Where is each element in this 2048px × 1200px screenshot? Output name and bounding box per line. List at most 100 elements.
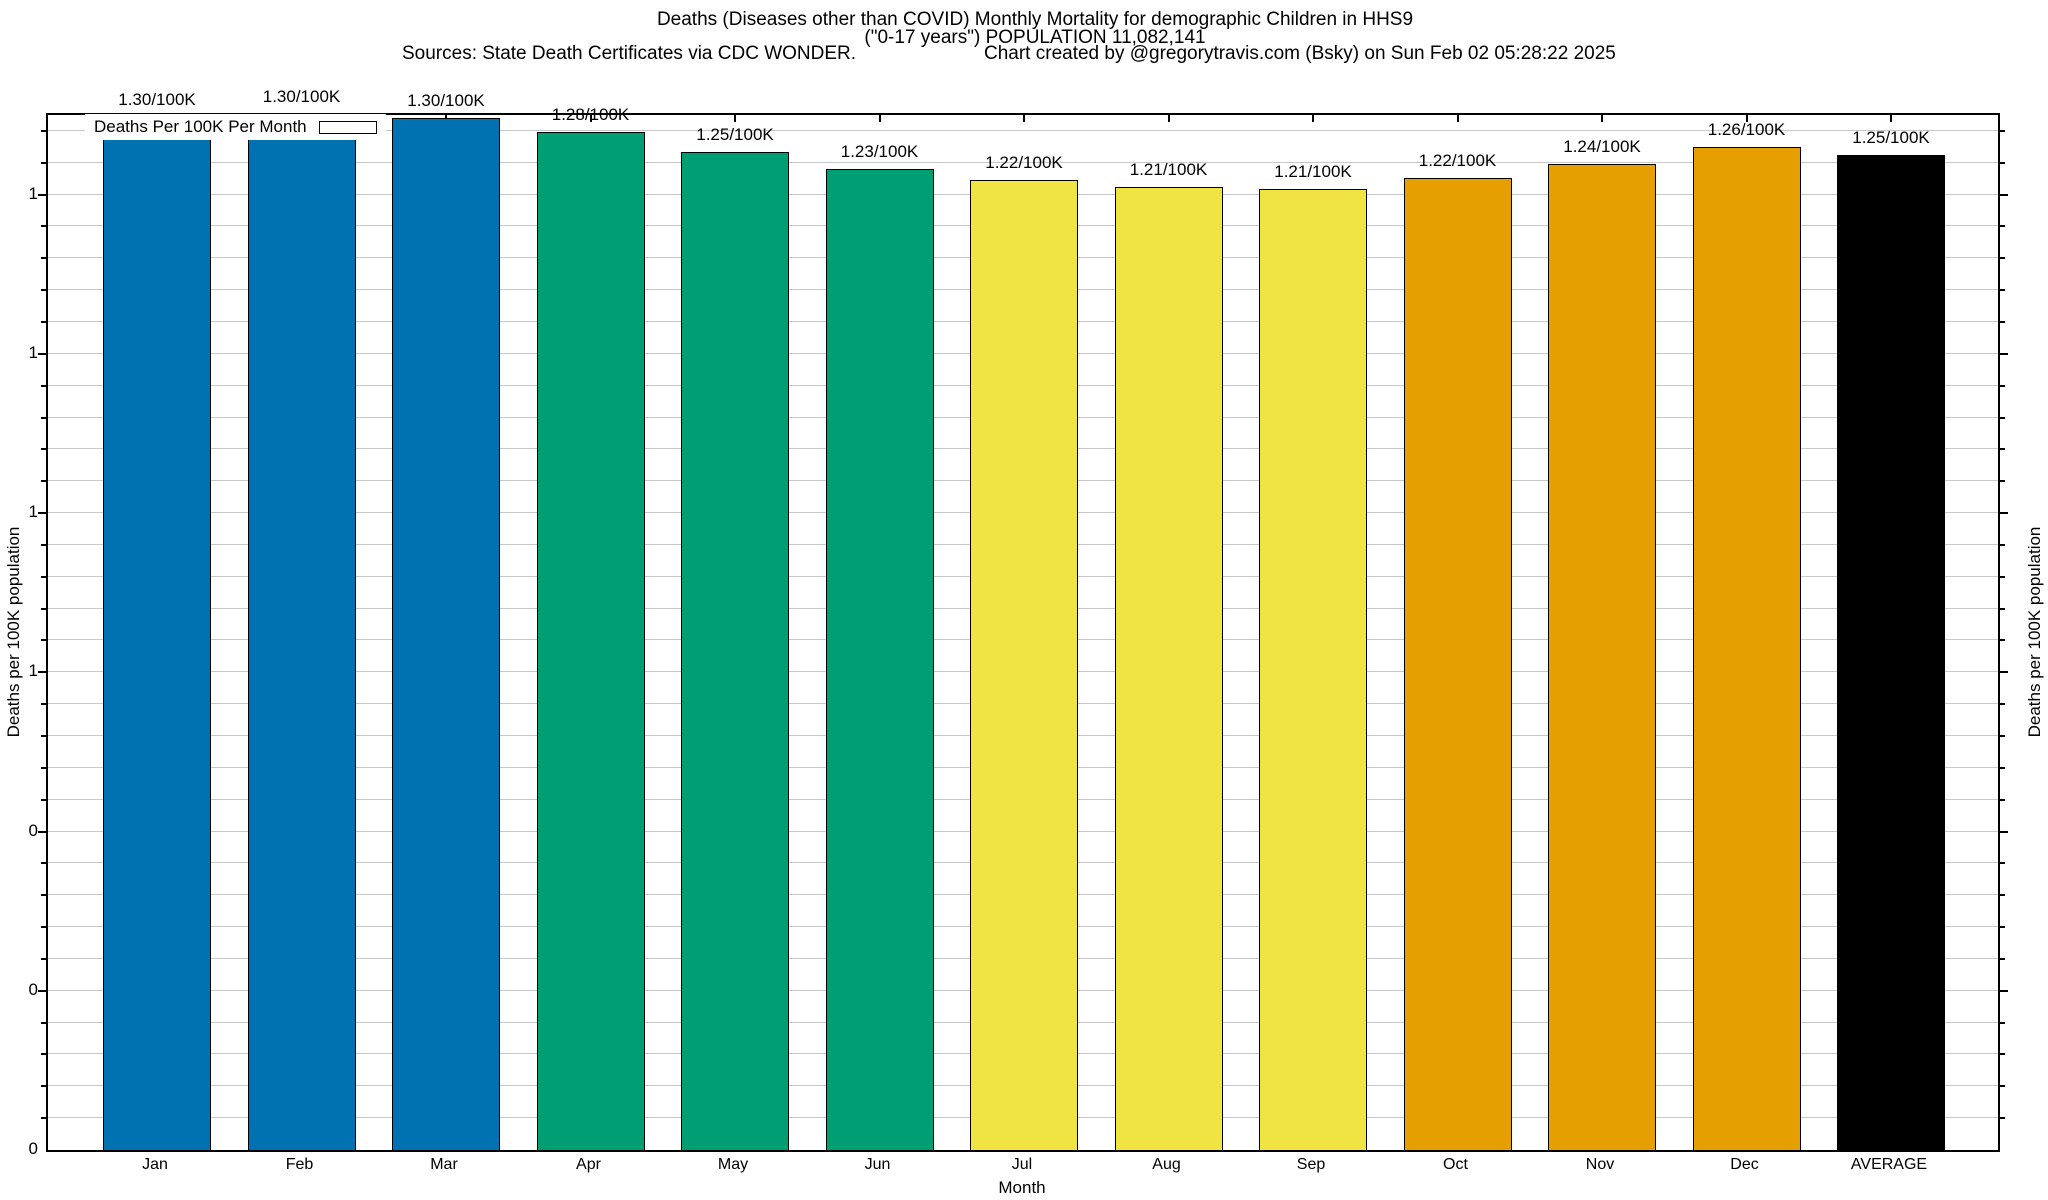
y-tick-mark xyxy=(2000,575,2005,578)
chart-subtitle: ("0-17 years") POPULATION 11,082,141 xyxy=(864,27,1206,48)
y-tick-mark xyxy=(2000,830,2008,833)
y-tick-mark xyxy=(2000,352,2008,355)
y-tick-label: 0 xyxy=(28,820,38,840)
y-tick-mark xyxy=(41,607,46,610)
y-tick-mark xyxy=(2000,225,2005,228)
legend-swatch xyxy=(318,120,377,134)
x-tick-label: May xyxy=(717,1156,749,1173)
y-tick-mark xyxy=(2000,289,2005,292)
y-tick-mark xyxy=(41,1021,46,1024)
bar-sep xyxy=(1259,189,1367,1150)
bar-jul xyxy=(970,179,1078,1150)
y-tick-mark xyxy=(41,639,46,642)
bar-mar xyxy=(392,118,500,1150)
x-tick-mark xyxy=(1167,115,1170,122)
y-tick-mark xyxy=(2000,894,2005,897)
y-tick-mark xyxy=(2000,257,2005,260)
y-tick-mark xyxy=(38,671,46,674)
y-tick-mark xyxy=(38,989,46,992)
y-tick-mark xyxy=(2000,703,2005,706)
y-tick-mark xyxy=(41,862,46,865)
chart-title: Deaths (Diseases other than COVID) Month… xyxy=(656,9,1414,30)
credit-note: Chart created by @gregorytravis.com (Bsk… xyxy=(984,43,1616,64)
bar-feb xyxy=(247,114,356,1150)
bar-value-label: 1.26/100K xyxy=(1707,119,1786,139)
bar-apr xyxy=(536,131,645,1150)
bar-value-label: 1.25/100K xyxy=(696,124,774,144)
x-tick-label: Nov xyxy=(1585,1156,1615,1173)
x-tick-mark xyxy=(734,115,736,122)
x-tick-label: Apr xyxy=(576,1156,601,1173)
y-tick-label: 1 xyxy=(28,183,38,203)
y-tick-mark xyxy=(41,480,46,483)
y-tick-mark xyxy=(41,129,46,132)
y-tick-mark xyxy=(2000,384,2005,387)
bar-value-label: 1.24/100K xyxy=(1563,136,1641,156)
gridline xyxy=(48,129,1998,131)
x-tick-label: Dec xyxy=(1730,1156,1759,1173)
x-tick-mark xyxy=(589,115,592,122)
gridline xyxy=(48,161,1998,163)
y-tick-mark xyxy=(41,957,46,960)
x-tick-label: Sep xyxy=(1296,1156,1326,1173)
x-tick-mark xyxy=(1023,115,1025,122)
bar-value-label: 1.21/100K xyxy=(1129,159,1208,179)
bar-value-label: 1.23/100K xyxy=(840,142,919,162)
bar-value-label: 1.30/100K xyxy=(262,87,341,107)
y-tick-mark xyxy=(2000,416,2005,419)
y-tick-mark xyxy=(2000,321,2005,323)
y-tick-mark xyxy=(2000,671,2008,674)
y-tick-label: 0 xyxy=(28,1139,38,1158)
y-tick-mark xyxy=(2000,1021,2005,1024)
x-tick-label: Aug xyxy=(1152,1156,1181,1173)
y-tick-mark xyxy=(2000,926,2005,929)
y-tick-mark xyxy=(41,926,46,929)
y-tick-mark xyxy=(38,830,46,833)
bar-value-label: 1.28/100K xyxy=(551,104,630,124)
y-tick-mark xyxy=(41,1053,46,1056)
bar-dec xyxy=(1692,146,1801,1150)
x-tick-label: Mar xyxy=(430,1156,458,1173)
bar-average xyxy=(1837,154,1945,1150)
sources-note: Sources: State Death Certificates via CD… xyxy=(402,43,857,64)
y-tick-mark xyxy=(2000,1085,2005,1088)
y-tick-mark xyxy=(41,225,46,228)
y-tick-label: 1 xyxy=(28,502,38,522)
x-tick-label: Oct xyxy=(1443,1156,1468,1173)
y-tick-label: 0 xyxy=(28,979,38,999)
y-tick-mark xyxy=(2000,607,2005,610)
y-tick-mark xyxy=(41,703,46,706)
y-tick-mark xyxy=(2000,193,2008,196)
y-tick-mark xyxy=(2000,1053,2005,1056)
y-tick-mark xyxy=(41,894,46,897)
bar-aug xyxy=(1114,186,1223,1150)
legend: Deaths Per 100K Per Month xyxy=(85,114,386,140)
bar-nov xyxy=(1548,163,1656,1150)
y-tick-mark xyxy=(41,289,46,292)
y-tick-mark xyxy=(41,384,46,387)
y-tick-mark xyxy=(2000,161,2005,164)
y-tick-mark xyxy=(2000,639,2005,642)
y-tick-label: 1 xyxy=(28,661,38,681)
x-tick-mark xyxy=(1745,115,1748,122)
x-tick-mark xyxy=(1456,115,1459,122)
y-tick-mark xyxy=(38,512,46,515)
x-tick-label: Jun xyxy=(864,1156,891,1173)
y-tick-label: 1 xyxy=(28,342,38,362)
y-tick-mark xyxy=(41,416,46,419)
bar-value-label: 1.22/100K xyxy=(985,152,1063,172)
x-tick-mark xyxy=(1601,115,1603,122)
bar-value-label: 1.30/100K xyxy=(118,89,196,109)
bar-value-label: 1.21/100K xyxy=(1274,162,1352,182)
y-tick-mark xyxy=(2000,862,2005,865)
y-tick-mark xyxy=(2000,766,2005,769)
y-tick-mark xyxy=(41,1085,46,1088)
x-tick-label: AVERAGE xyxy=(1850,1156,1928,1173)
y-tick-mark xyxy=(41,766,46,769)
y-tick-mark xyxy=(41,735,46,737)
x-axis-title: Month xyxy=(998,1178,1046,1197)
legend-label: Deaths Per 100K Per Month xyxy=(94,117,307,136)
bar-jan xyxy=(103,116,211,1150)
y-tick-mark xyxy=(2000,480,2005,483)
